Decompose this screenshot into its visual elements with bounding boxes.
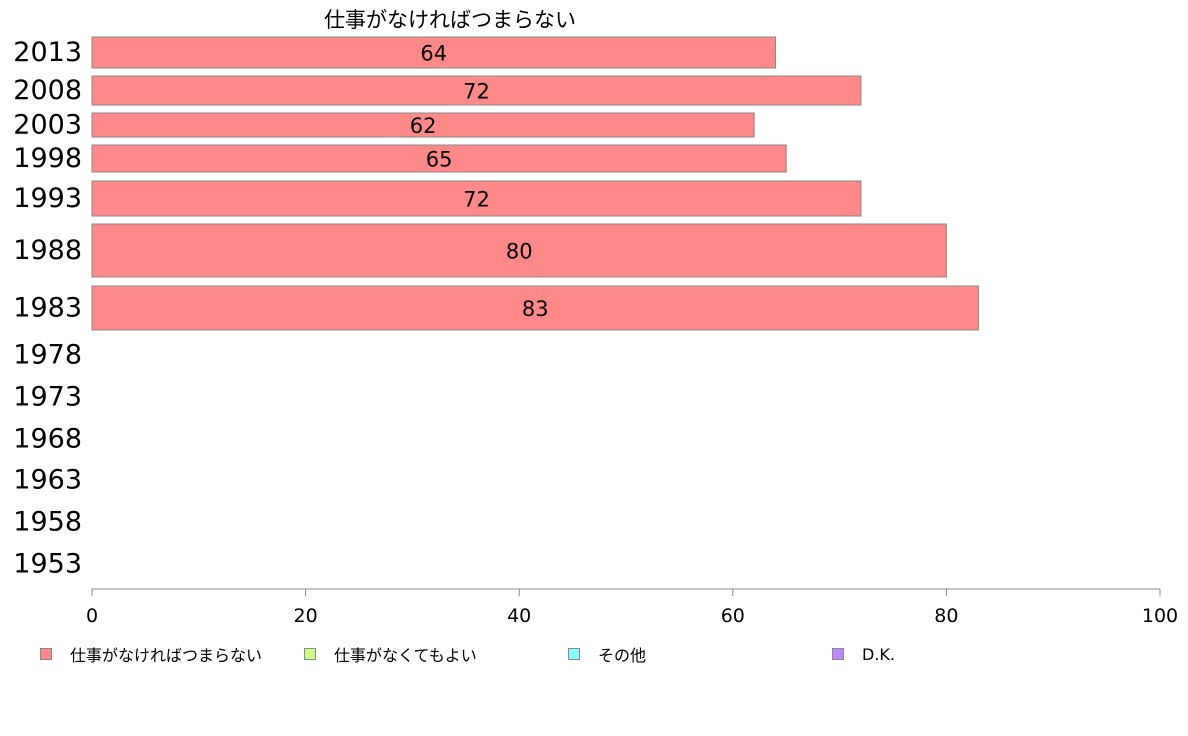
x-tick-label: 20 bbox=[294, 605, 318, 627]
category-label: 1988 bbox=[13, 235, 82, 266]
bar bbox=[91, 144, 787, 173]
category-label: 1968 bbox=[13, 424, 82, 455]
data-label: 65 bbox=[426, 148, 453, 172]
category-label: 2013 bbox=[13, 37, 82, 68]
x-tick-label: 80 bbox=[934, 605, 958, 627]
data-label: 64 bbox=[420, 42, 447, 66]
bar bbox=[91, 180, 862, 217]
legend-label: 仕事がなければつまらない bbox=[70, 646, 263, 665]
data-label: 83 bbox=[522, 297, 549, 321]
legend-swatch bbox=[568, 648, 580, 660]
data-label: 62 bbox=[410, 114, 437, 138]
legend-item: 仕事がなければつまらない bbox=[40, 642, 262, 666]
category-label: 1958 bbox=[13, 507, 82, 538]
category-label: 1963 bbox=[13, 465, 82, 496]
data-label: 80 bbox=[506, 240, 533, 264]
x-tick-label: 60 bbox=[721, 605, 745, 627]
legend-item: 仕事がなくてもよい bbox=[304, 642, 477, 666]
legend-item: その他 bbox=[568, 642, 646, 666]
legend: 仕事がなければつまらない 仕事がなくてもよい その他 D.K. bbox=[0, 642, 1188, 666]
bar bbox=[91, 112, 755, 138]
bar bbox=[91, 36, 777, 69]
x-tick-label: 0 bbox=[86, 605, 98, 627]
data-label: 72 bbox=[463, 80, 490, 104]
x-tick-label: 100 bbox=[1142, 605, 1178, 627]
legend-item: D.K. bbox=[832, 642, 895, 666]
category-label: 2003 bbox=[13, 110, 82, 141]
legend-swatch bbox=[304, 648, 316, 660]
data-label: 72 bbox=[463, 188, 490, 212]
bar bbox=[91, 75, 862, 106]
category-label: 1978 bbox=[13, 340, 82, 371]
legend-swatch bbox=[40, 648, 52, 660]
bar-chart: 2013 64 2008 72 2003 62 1998 65 1993 72 1988 80 1983… bbox=[13, 36, 1178, 627]
legend-swatch bbox=[832, 648, 844, 660]
category-label: 1953 bbox=[13, 549, 82, 580]
category-label: 1973 bbox=[13, 382, 82, 413]
legend-label: 仕事がなくてもよい bbox=[334, 646, 477, 665]
category-label: 1983 bbox=[13, 293, 82, 324]
chart-title: 仕事がなければつまらない bbox=[324, 8, 576, 32]
bar bbox=[91, 223, 947, 278]
category-label: 2008 bbox=[13, 75, 82, 106]
category-label: 1993 bbox=[13, 183, 82, 214]
x-tick-label: 40 bbox=[507, 605, 531, 627]
bar bbox=[91, 285, 979, 331]
legend-label: D.K. bbox=[862, 644, 895, 664]
legend-label: その他 bbox=[598, 646, 647, 665]
category-label: 1998 bbox=[13, 143, 82, 174]
